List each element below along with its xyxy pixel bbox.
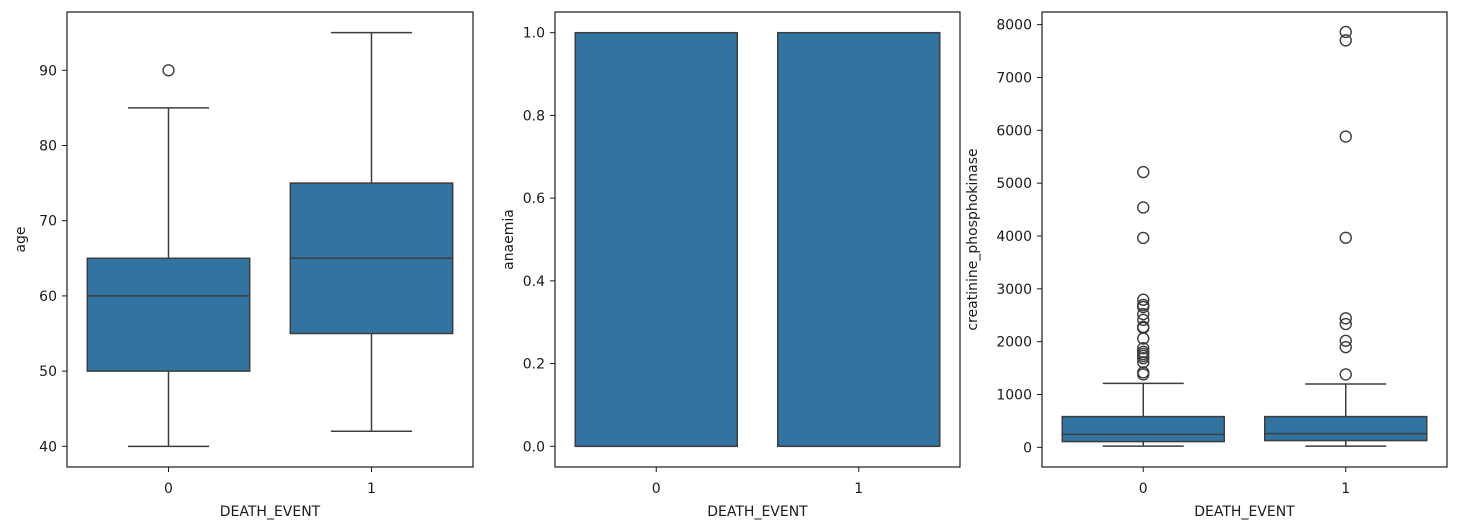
y-tick-label: 1000 — [996, 388, 1032, 404]
y-tick-label: 3000 — [996, 282, 1032, 298]
x-axis-label: DEATH_EVENT — [1194, 504, 1295, 520]
outlier-point — [1137, 165, 1150, 179]
outlier-point — [1339, 340, 1352, 354]
outlier-point — [1137, 366, 1150, 379]
y-tick-label: 1.0 — [523, 26, 545, 42]
outlier-point — [1137, 320, 1150, 334]
creatinine-boxplot-panel: 0 1000 2000 3000 4000 5000 6000 7000 8000 0 1 DEATH… — [965, 11, 1448, 520]
outlier-point — [1339, 334, 1352, 347]
outlier-point — [1137, 231, 1150, 245]
x-tick-label: 1 — [367, 481, 376, 497]
y-tick-label: 0.8 — [523, 108, 545, 124]
outlier-point — [1137, 342, 1150, 355]
y-tick-label: 6000 — [996, 123, 1032, 139]
y-tick-label: 7000 — [996, 70, 1032, 86]
y-tick-label: 40 — [39, 439, 57, 455]
y-axis-label: anaemia — [501, 209, 517, 270]
outlier-point — [1137, 345, 1150, 359]
y-tick-label: 0.0 — [523, 439, 545, 455]
axes-frame — [554, 11, 961, 468]
anaemia-barplot-panel: 0.0 0.2 0.4 0.6 0.8 1.0 0 1 DEATH_EVENT anaemia — [501, 11, 961, 520]
outlier-point — [1137, 313, 1150, 327]
outlier-point — [1339, 317, 1352, 331]
x-axis-label: DEATH_EVENT — [707, 504, 808, 520]
box-iqr — [1264, 415, 1428, 442]
x-tick-label: 1 — [854, 481, 863, 497]
outlier-point — [1339, 231, 1352, 244]
outlier-point — [162, 64, 175, 77]
bar — [777, 31, 941, 448]
y-axis-label: creatinine_phosphokinase — [965, 148, 981, 330]
y-tick-label: 4000 — [996, 229, 1032, 245]
y-tick-label: 50 — [39, 364, 57, 380]
outlier-point — [1339, 25, 1352, 39]
y-tick-label: 0.4 — [523, 274, 545, 290]
outlier-point — [1339, 312, 1352, 325]
box-iqr — [1061, 415, 1225, 443]
y-tick-label: 0.6 — [523, 191, 545, 207]
y-tick-label: 8000 — [996, 18, 1032, 34]
x-tick-label: 0 — [652, 481, 661, 497]
outlier-point — [1339, 368, 1352, 381]
y-tick-label: 5000 — [996, 176, 1032, 192]
y-tick-label: 60 — [39, 289, 57, 305]
outlier-point — [1137, 307, 1150, 321]
x-tick-label: 1 — [1341, 481, 1350, 497]
y-axis-label: age — [13, 226, 29, 252]
y-tick-label: 2000 — [996, 335, 1032, 351]
outlier-point — [1339, 34, 1352, 47]
outlier-point — [1137, 298, 1150, 312]
outlier-point — [1339, 130, 1352, 143]
outlier-point — [1137, 293, 1150, 306]
y-tick-label: 0.2 — [523, 357, 545, 373]
bar — [574, 31, 738, 448]
y-tick-label: 0 — [1023, 440, 1032, 456]
y-tick-label: 80 — [39, 138, 57, 154]
box-iqr — [86, 257, 251, 372]
x-tick-label: 0 — [164, 481, 173, 497]
x-tick-label: 0 — [1139, 481, 1148, 497]
y-tick-label: 90 — [39, 63, 57, 79]
age-boxplot-panel: 40 50 60 70 80 90 0 1 DEATH_EVENT age — [13, 11, 474, 520]
x-axis-label: DEATH_EVENT — [220, 504, 321, 520]
outlier-point — [1137, 201, 1150, 214]
axes-frame — [66, 11, 474, 468]
y-tick-label: 70 — [39, 214, 57, 230]
axes-frame — [1041, 11, 1448, 468]
